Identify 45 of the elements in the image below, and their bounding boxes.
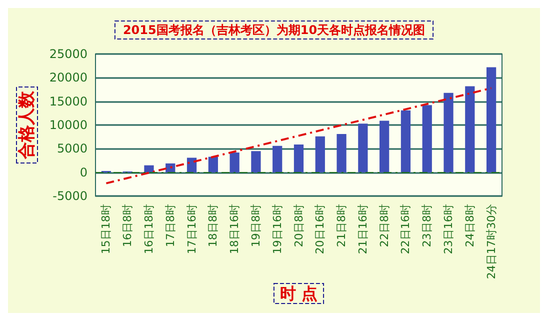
x-tick-label: 24日17时30分: [484, 204, 498, 280]
x-tick-label: 23日8时: [420, 204, 434, 248]
x-tick-label: 24日8时: [463, 204, 476, 248]
x-axis-title: 时 点: [280, 284, 318, 303]
bar: [251, 151, 261, 172]
x-tick-label: 23日16时: [442, 204, 456, 254]
bar: [422, 105, 432, 172]
bar: [144, 165, 154, 172]
bar: [444, 92, 454, 172]
x-tick-label: 21日8时: [335, 204, 348, 248]
x-tick-label: 19日16时: [270, 204, 284, 254]
bar: [186, 158, 197, 172]
x-tick-label: 18日16时: [228, 204, 242, 254]
x-tick-label: 18日8时: [206, 204, 220, 248]
x-tick-label: 21日16时: [356, 204, 370, 254]
bar: [230, 152, 240, 172]
y-tick-label: 10000: [49, 118, 88, 132]
y-tick-label: 20000: [49, 70, 88, 85]
x-tick-label: 17日8时: [164, 204, 177, 248]
bar: [272, 146, 282, 172]
x-tick-label: 17日16时: [185, 204, 198, 254]
y-tick-label: -5000: [52, 189, 88, 204]
y-axis-title: 合格人数: [17, 90, 37, 160]
x-tick-label: 22日8时: [378, 204, 391, 248]
y-tick-label: 0: [80, 165, 88, 180]
x-tick-label: 20日16时: [314, 204, 327, 254]
bar: [380, 120, 390, 172]
bar: [486, 67, 496, 172]
x-tick-label: 19日8时: [249, 204, 262, 248]
x-tick-label: 16日18时: [142, 204, 156, 254]
x-tick-label: 15日18时: [100, 204, 113, 254]
x-tick-label: 22日16时: [399, 204, 412, 254]
bar: [465, 86, 475, 172]
y-tick-label: 5000: [56, 142, 88, 156]
chart-title: 2015国考报名（吉林考区）为期10天各时点报名情况图: [122, 23, 426, 37]
y-tick-label: 15000: [49, 94, 88, 108]
bar: [294, 144, 304, 172]
bar: [336, 134, 346, 172]
bar: [400, 110, 411, 172]
bar: [358, 124, 368, 172]
x-tick-label: 16日8时: [121, 204, 134, 248]
bar: [208, 156, 218, 172]
bar: [315, 136, 325, 172]
x-tick-label: 20日8时: [292, 204, 306, 248]
y-tick-label: 25000: [49, 47, 88, 61]
